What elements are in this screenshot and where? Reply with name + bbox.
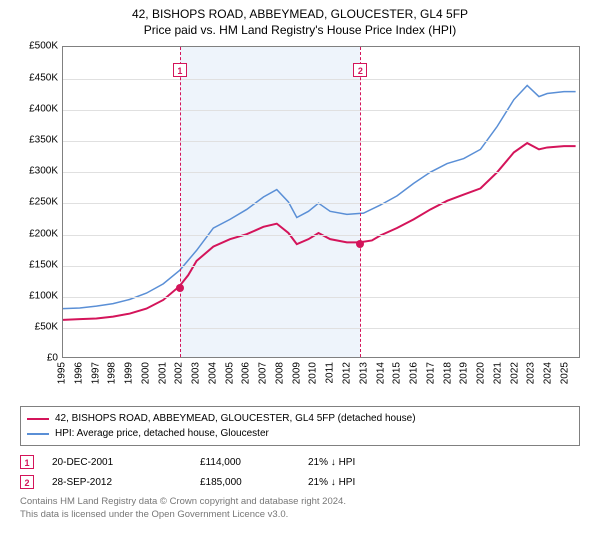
transactions-table: 1 20-DEC-2001 £114,000 21% ↓ HPI 2 28-SEP-201… (20, 452, 580, 492)
y-axis: £0£50K£100K£150K£200K£250K£300K£350K£400… (20, 46, 62, 358)
transaction-row: 1 20-DEC-2001 £114,000 21% ↓ HPI (20, 452, 580, 472)
chart-title-line1: 42, BISHOPS ROAD, ABBEYMEAD, GLOUCESTER,… (10, 6, 590, 22)
y-tick-label: £100K (29, 290, 58, 301)
x-tick-label: 2001 (157, 362, 168, 384)
x-axis: 1995199619971998199920002001200220032004… (62, 360, 580, 378)
y-tick-label: £150K (29, 259, 58, 270)
legend-row: HPI: Average price, detached house, Glou… (27, 426, 573, 441)
x-tick-label: 2025 (559, 362, 570, 384)
transaction-date: 28-SEP-2012 (52, 477, 182, 488)
legend-label: 42, BISHOPS ROAD, ABBEYMEAD, GLOUCESTER,… (55, 411, 416, 426)
h-gridline (63, 328, 579, 329)
x-tick-label: 2014 (375, 362, 386, 384)
legend-swatch (27, 418, 49, 420)
transaction-row: 2 28-SEP-2012 £185,000 21% ↓ HPI (20, 472, 580, 492)
x-tick-label: 2021 (492, 362, 503, 384)
y-tick-label: £450K (29, 72, 58, 83)
x-tick-label: 2004 (207, 362, 218, 384)
transaction-price: £185,000 (200, 477, 290, 488)
series-line-price_paid (63, 143, 576, 320)
x-tick-label: 2006 (241, 362, 252, 384)
footnote: Contains HM Land Registry data © Crown c… (20, 496, 580, 522)
transaction-delta: 21% ↓ HPI (308, 457, 428, 468)
plot-area: 12 (62, 46, 580, 358)
transaction-vline (180, 47, 181, 357)
h-gridline (63, 79, 579, 80)
x-tick-label: 1998 (107, 362, 118, 384)
x-tick-label: 2012 (341, 362, 352, 384)
legend: 42, BISHOPS ROAD, ABBEYMEAD, GLOUCESTER,… (20, 406, 580, 446)
x-tick-label: 2016 (409, 362, 420, 384)
chart-title-line2: Price paid vs. HM Land Registry's House … (10, 22, 590, 38)
transaction-dot (356, 240, 364, 248)
transaction-delta: 21% ↓ HPI (308, 477, 428, 488)
y-tick-label: £250K (29, 197, 58, 208)
y-tick-label: £400K (29, 103, 58, 114)
x-tick-label: 1999 (124, 362, 135, 384)
x-tick-label: 2009 (291, 362, 302, 384)
transaction-row-marker: 1 (20, 455, 34, 469)
x-tick-label: 2024 (543, 362, 554, 384)
x-tick-label: 2020 (476, 362, 487, 384)
y-tick-label: £200K (29, 228, 58, 239)
x-tick-label: 2000 (140, 362, 151, 384)
h-gridline (63, 172, 579, 173)
transaction-date: 20-DEC-2001 (52, 457, 182, 468)
h-gridline (63, 203, 579, 204)
x-tick-label: 2007 (258, 362, 269, 384)
y-tick-label: £350K (29, 134, 58, 145)
x-tick-label: 2003 (191, 362, 202, 384)
series-line-hpi (63, 86, 576, 309)
h-gridline (63, 235, 579, 236)
x-tick-label: 2005 (224, 362, 235, 384)
transaction-vline (360, 47, 361, 357)
x-tick-label: 2017 (425, 362, 436, 384)
transaction-marker: 2 (353, 63, 367, 77)
x-tick-label: 2010 (308, 362, 319, 384)
h-gridline (63, 266, 579, 267)
x-tick-label: 1996 (73, 362, 84, 384)
transaction-dot (176, 284, 184, 292)
y-tick-label: £50K (35, 322, 58, 333)
chart-plot: £0£50K£100K£150K£200K£250K£300K£350K£400… (20, 46, 580, 376)
legend-swatch (27, 433, 49, 435)
legend-label: HPI: Average price, detached house, Glou… (55, 426, 269, 441)
h-gridline (63, 110, 579, 111)
h-gridline (63, 141, 579, 142)
legend-row: 42, BISHOPS ROAD, ABBEYMEAD, GLOUCESTER,… (27, 411, 573, 426)
x-tick-label: 2011 (325, 362, 336, 384)
footnote-line2: This data is licensed under the Open Gov… (20, 509, 580, 522)
transaction-row-marker: 2 (20, 475, 34, 489)
x-tick-label: 2015 (392, 362, 403, 384)
x-tick-label: 2002 (174, 362, 185, 384)
x-tick-label: 2013 (358, 362, 369, 384)
x-tick-label: 1997 (90, 362, 101, 384)
footnote-line1: Contains HM Land Registry data © Crown c… (20, 496, 580, 509)
x-tick-label: 2022 (509, 362, 520, 384)
transaction-price: £114,000 (200, 457, 290, 468)
x-tick-label: 2023 (526, 362, 537, 384)
h-gridline (63, 297, 579, 298)
x-tick-label: 2019 (459, 362, 470, 384)
x-tick-label: 2008 (274, 362, 285, 384)
chart-lines (63, 47, 579, 357)
x-tick-label: 2018 (442, 362, 453, 384)
y-tick-label: £500K (29, 41, 58, 52)
y-tick-label: £300K (29, 166, 58, 177)
x-tick-label: 1995 (57, 362, 68, 384)
transaction-marker: 1 (173, 63, 187, 77)
